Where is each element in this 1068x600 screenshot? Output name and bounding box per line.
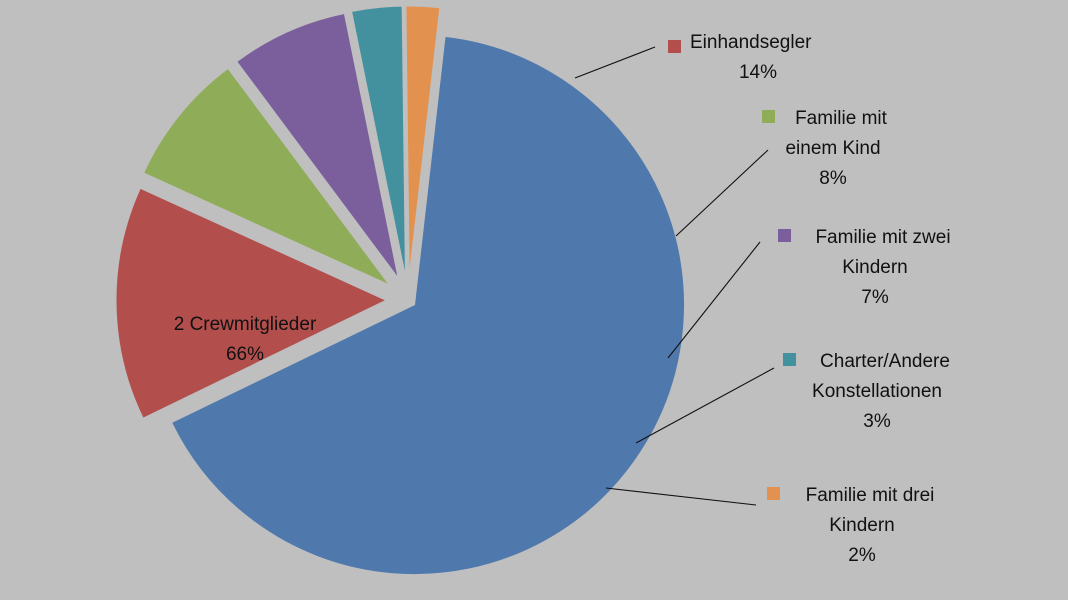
slice-value-3: 8% [819, 168, 847, 189]
legend-marker-3 [762, 110, 775, 123]
slice-labels: 2 Crewmitglieder 66% Einhandsegler 14% Famil… [174, 32, 951, 566]
slice-label-6: Familie mit drei [806, 485, 935, 506]
pie-slice-1 [170, 35, 686, 576]
pie-slice-5 [351, 5, 406, 277]
leader-line-6 [605, 487, 757, 506]
slice-value-4: 7% [861, 287, 889, 308]
pie-slice-3 [142, 67, 390, 286]
leader-lines [574, 46, 775, 506]
slice-label-4-line2: Kindern [842, 257, 908, 278]
slice-label-3-line2: einem Kind [785, 138, 880, 159]
pie-slices [115, 5, 686, 576]
legend-marker-4 [778, 229, 791, 242]
pie-slice-6 [405, 5, 441, 277]
legend-marker-5 [783, 353, 796, 366]
leader-line-5 [635, 367, 775, 444]
slice-value-5: 3% [863, 411, 891, 432]
slice-value-2: 14% [739, 62, 777, 83]
slice-label-5: Charter/Andere [820, 351, 950, 372]
legend-marker-2 [668, 40, 681, 53]
pie-slice-2 [115, 187, 388, 419]
legend-markers [668, 40, 796, 500]
leader-line-4 [667, 241, 761, 359]
slice-label-6-line2: Kindern [829, 515, 895, 536]
slice-label-2: Einhandsegler [690, 32, 812, 53]
slice-label-1: 2 Crewmitglieder [174, 314, 317, 335]
leader-line-3 [675, 149, 769, 237]
slice-label-4: Familie mit zwei [815, 227, 950, 248]
slice-value-1: 66% [226, 344, 264, 365]
leader-line-2 [574, 46, 656, 79]
pie-slice-4 [236, 12, 399, 279]
slice-label-5-line2: Konstellationen [812, 381, 942, 402]
legend-marker-6 [767, 487, 780, 500]
slice-label-3: Familie mit [795, 108, 888, 129]
slice-value-6: 2% [848, 545, 876, 566]
